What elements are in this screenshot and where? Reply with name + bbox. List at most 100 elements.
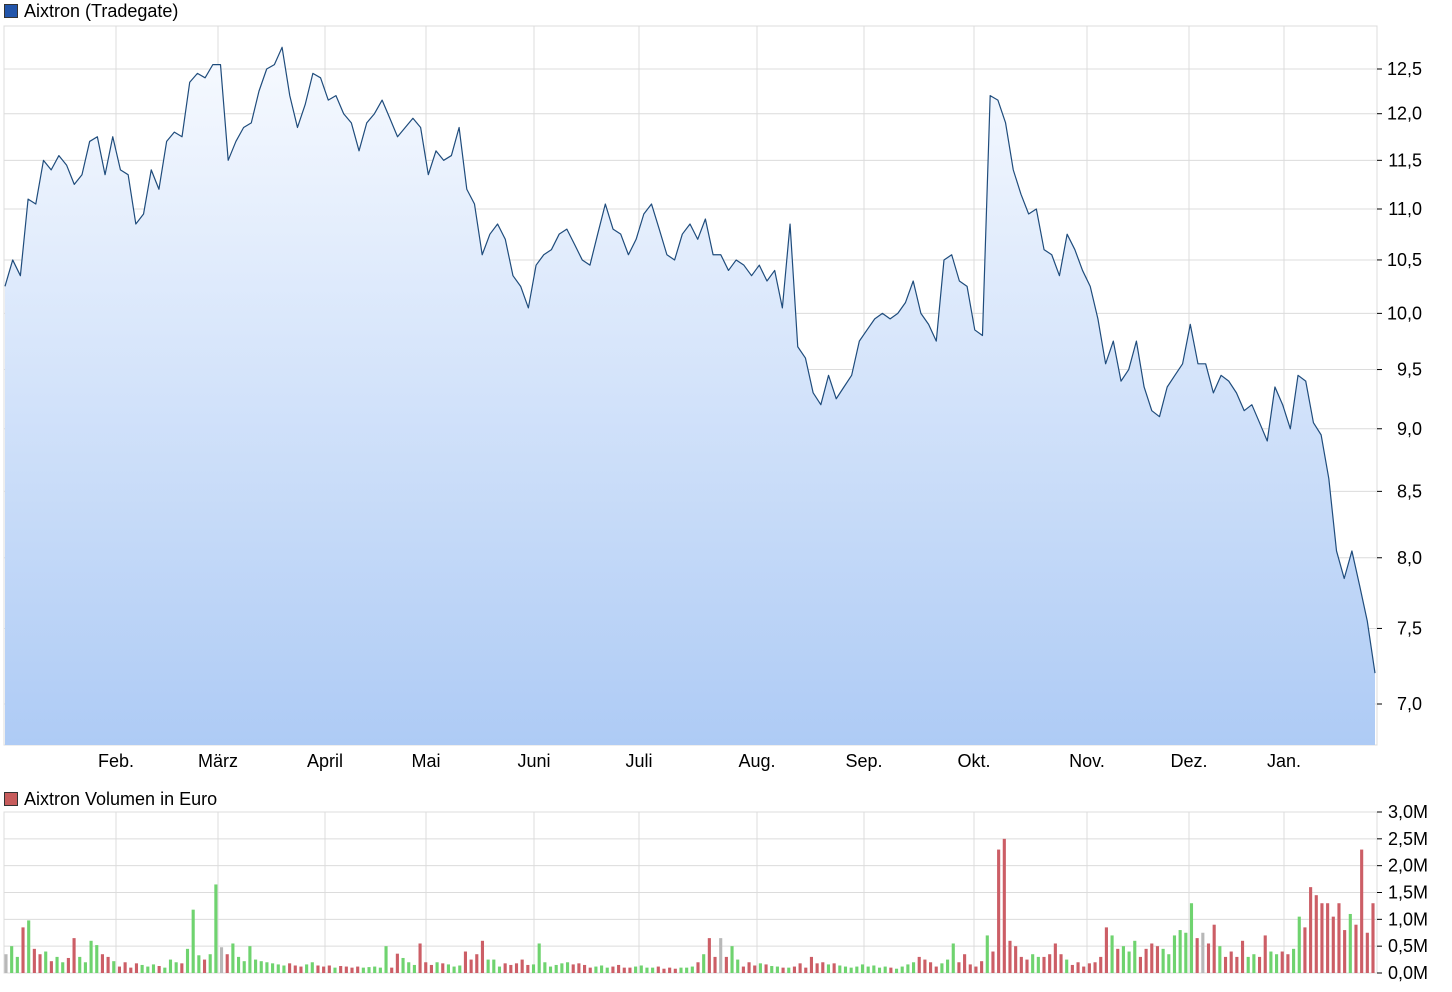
- volume-bar: [583, 964, 587, 973]
- volume-bar: [1042, 956, 1046, 973]
- volume-bar: [373, 966, 377, 973]
- volume-bar: [322, 966, 326, 973]
- volume-bar: [1371, 903, 1375, 973]
- volume-bar: [628, 967, 632, 973]
- volume-bar: [361, 967, 365, 973]
- volume-bar: [843, 966, 848, 973]
- volume-y-tick-label: 1,0M: [1388, 909, 1428, 929]
- volume-bar: [441, 963, 445, 973]
- volume-y-tick-label: 0,0M: [1388, 963, 1428, 983]
- volume-bar: [826, 964, 831, 973]
- volume-bar: [146, 966, 150, 973]
- volume-bar: [21, 927, 25, 973]
- volume-bar: [1218, 946, 1222, 973]
- volume-bar: [1343, 930, 1347, 973]
- volume-bar: [89, 940, 93, 973]
- volume-bar: [645, 967, 649, 973]
- volume-bar: [446, 964, 450, 973]
- volume-bar: [1223, 956, 1228, 973]
- volume-y-tick-label: 1,5M: [1388, 883, 1428, 903]
- volume-bar: [571, 964, 575, 973]
- volume-bar: [469, 959, 473, 973]
- volume-y-tick-label: 3,0M: [1388, 802, 1428, 822]
- month-label: Okt.: [957, 751, 990, 771]
- volume-bar: [894, 968, 899, 973]
- volume-bar: [129, 967, 133, 973]
- volume-bar: [1161, 948, 1165, 973]
- price-area-layer: [4, 46, 1376, 746]
- price-legend: Aixtron (Tradegate): [4, 0, 178, 22]
- volume-bar: [1240, 940, 1245, 973]
- price-y-axis: 7,0 7,5 8,0 8,5 9,0 9,5 10,0 10,5 11,0 11,5 12,0 12…: [1377, 59, 1422, 714]
- volume-bar: [1354, 924, 1358, 973]
- month-x-axis: Feb. März April Mai Juni Juli Aug. Sep. Okt. Nov.…: [98, 751, 1301, 771]
- volume-bar: [605, 967, 609, 973]
- volume-bar: [804, 967, 808, 973]
- price-y-tick-label: 7,0: [1397, 694, 1422, 714]
- volume-bar: [577, 963, 581, 973]
- volume-bar: [1144, 948, 1148, 973]
- volume-bar: [747, 962, 751, 973]
- volume-bar: [1292, 948, 1296, 973]
- volume-bar: [934, 966, 938, 973]
- volume-bar: [781, 967, 785, 973]
- volume-bar: [770, 966, 774, 973]
- volume-bar: [1133, 940, 1137, 973]
- volume-bar: [792, 966, 796, 973]
- volume-bar: [10, 946, 14, 973]
- volume-bar: [775, 966, 779, 973]
- volume-bar: [163, 967, 167, 973]
- price-legend-label: Aixtron (Tradegate): [24, 1, 179, 21]
- volume-bar: [168, 959, 173, 973]
- volume-bar: [900, 966, 904, 973]
- volume-bar: [1036, 956, 1040, 973]
- price-area-fill: [5, 47, 1375, 746]
- price-y-tick-label: 9,0: [1397, 419, 1422, 439]
- volume-bar: [1048, 954, 1052, 973]
- volume-bar: [832, 963, 836, 973]
- volume-bar: [327, 965, 331, 973]
- volume-bar: [1326, 903, 1330, 973]
- volume-bar: [560, 963, 564, 973]
- month-label: Aug.: [738, 751, 775, 771]
- volume-bar: [316, 965, 320, 973]
- volume-bar: [339, 966, 343, 973]
- volume-bar: [1019, 956, 1023, 973]
- volume-bar: [707, 938, 711, 973]
- volume-bar: [1138, 956, 1142, 973]
- month-label: Juni: [517, 751, 550, 771]
- volume-bar: [1206, 943, 1211, 973]
- volume-bar: [877, 967, 882, 973]
- volume-bar: [367, 967, 371, 973]
- volume-bar: [963, 954, 967, 973]
- volume-grid: [3, 811, 1378, 974]
- volume-bar: [293, 965, 297, 973]
- volume-legend-label: Aixtron Volumen in Euro: [24, 789, 218, 809]
- volume-bar: [849, 967, 853, 973]
- month-label: Feb.: [98, 751, 134, 771]
- price-line: [4, 46, 1376, 674]
- volume-bar: [940, 963, 944, 973]
- volume-bar: [452, 966, 456, 973]
- volume-bar: [520, 959, 524, 973]
- volume-bar: [537, 943, 541, 973]
- volume-bar: [418, 943, 422, 973]
- volume-bar: [617, 964, 621, 973]
- volume-y-tick-label: 2,0M: [1388, 856, 1428, 876]
- price-y-tick-label: 10,0: [1387, 303, 1422, 323]
- volume-bar: [185, 948, 190, 973]
- volume-bar: [265, 962, 269, 973]
- volume-bar: [957, 962, 961, 973]
- volume-bar: [180, 963, 184, 973]
- volume-bar: [758, 963, 762, 973]
- volume-bar: [401, 957, 405, 973]
- volume-legend: Aixtron Volumen in Euro: [4, 788, 217, 810]
- volume-legend-swatch: [4, 792, 18, 806]
- volume-bar: [673, 968, 677, 973]
- volume-bar: [475, 954, 479, 973]
- volume-bar: [1116, 948, 1120, 973]
- volume-bar: [548, 966, 553, 973]
- volume-bar: [305, 964, 309, 973]
- volume-bar: [1110, 935, 1114, 973]
- volume-bar: [231, 943, 235, 973]
